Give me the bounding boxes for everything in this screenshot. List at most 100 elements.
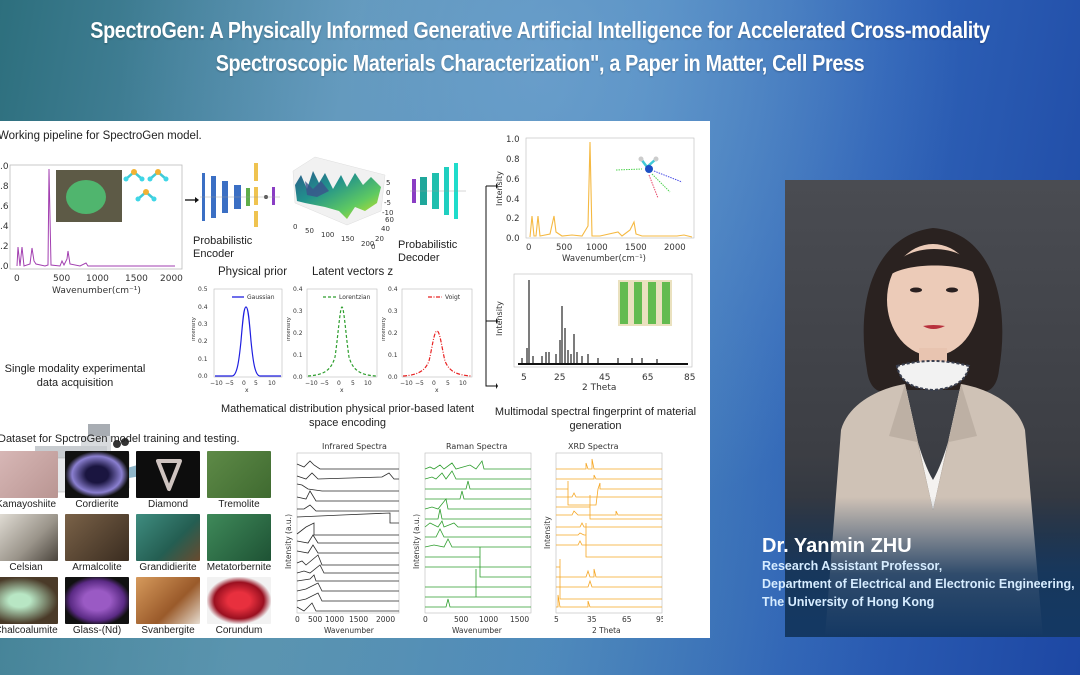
svg-text:x: x (245, 387, 249, 393)
svg-text:10: 10 (459, 380, 467, 387)
svg-text:Intensity (a.u.): Intensity (a.u.) (412, 514, 421, 569)
svg-text:0.2: 0.2 (388, 330, 398, 337)
mineral-image (207, 577, 271, 624)
bio-block: Dr. Yanmin ZHU Research Assistant Profes… (762, 535, 1075, 611)
svg-text:Intensity: Intensity (543, 516, 552, 549)
infrared-spectra-chart: Infrared Spectra 0 500 1000 1500 2000 Wavenu… (284, 442, 400, 635)
mineral-item: Glass-(Nd) (65, 577, 129, 638)
svg-text:x: x (340, 387, 344, 393)
svg-text:.4: .4 (0, 222, 9, 232)
svg-text:Raman Spectra: Raman Spectra (446, 442, 507, 451)
mineral-image (65, 451, 129, 498)
svg-text:1000: 1000 (325, 615, 344, 624)
svg-text:0: 0 (14, 274, 20, 284)
molecule-icons (123, 169, 169, 202)
svg-text:200: 200 (361, 240, 374, 248)
acquisition-caption: Single modality experimental data acquis… (4, 363, 146, 389)
generated-xrd-chart: Intensity 5 25 45 65 85 2 Theta (495, 273, 695, 391)
mineral-image (0, 451, 58, 498)
svg-text:0: 0 (295, 615, 300, 624)
mineral-image (136, 514, 200, 561)
svg-text:0: 0 (293, 223, 297, 231)
svg-text:Intensity (a.u.): Intensity (a.u.) (284, 514, 293, 569)
arrow-right-icon (185, 197, 199, 203)
svg-text:2 Theta: 2 Theta (592, 626, 621, 635)
mineral-item: Celsian (0, 514, 58, 575)
raman-spectra-chart: Raman Spectra 0 500 1000 1500 Wavenumber In… (412, 442, 532, 635)
svg-text:Intensity: Intensity (495, 171, 504, 206)
mineral-item: Grandidierite (136, 514, 200, 575)
svg-text:2000: 2000 (160, 274, 183, 284)
svg-text:0.1: 0.1 (293, 352, 303, 359)
mineral-image (136, 577, 200, 624)
svg-text:500: 500 (53, 274, 70, 284)
svg-text:0.3: 0.3 (388, 308, 398, 315)
physical-prior-label: Physical prior (218, 266, 288, 278)
svg-text:−10: −10 (400, 380, 413, 387)
mineral-item: Diamond (136, 451, 200, 512)
svg-text:Infrared Spectra: Infrared Spectra (322, 442, 387, 451)
svg-text:95: 95 (656, 615, 663, 624)
svg-text:−5: −5 (320, 380, 329, 387)
svg-text:0.4: 0.4 (388, 286, 398, 293)
svg-text:−10: −10 (210, 380, 223, 387)
svg-text:-5: -5 (384, 199, 391, 207)
mineral-image (136, 451, 200, 498)
svg-text:0.0: 0.0 (198, 373, 208, 380)
mineral-item: Kamayoshiite (0, 451, 58, 512)
svg-text:65: 65 (622, 615, 632, 624)
svg-text:2000: 2000 (664, 243, 686, 253)
svg-text:.0: .0 (0, 262, 9, 272)
mineral-image (65, 577, 129, 624)
multimodal-caption: Multimodal spectral fingerprint of mater… (494, 406, 697, 432)
gaussian-chart: 0.50.40.30.20.10.0 −10 −5 0 5 10x Intensity … (192, 286, 283, 393)
flow-connector (485, 183, 498, 389)
portrait-photo (785, 180, 1080, 637)
person-name: Dr. Yanmin ZHU (762, 535, 912, 557)
svg-text:1.0: 1.0 (506, 135, 520, 145)
svg-text:2000: 2000 (376, 615, 395, 624)
mineral-item: Chalcoalumite (0, 577, 58, 638)
svg-text:2 Theta: 2 Theta (582, 383, 616, 391)
svg-text:0.1: 0.1 (198, 356, 208, 363)
mineral-item: Cordierite (65, 451, 129, 512)
svg-text:35: 35 (587, 615, 597, 624)
svg-text:40: 40 (381, 225, 390, 233)
svg-text:150: 150 (341, 235, 354, 243)
svg-text:5: 5 (521, 373, 527, 383)
svg-text:0.6: 0.6 (506, 175, 520, 185)
svg-text:0.4: 0.4 (198, 304, 208, 311)
mineral-item: Tremolite (207, 451, 271, 512)
svg-text:45: 45 (599, 373, 610, 383)
svg-text:1000: 1000 (586, 243, 608, 253)
svg-text:.6: .6 (0, 202, 9, 212)
svg-text:50: 50 (305, 227, 314, 235)
svg-text:Wavenumber: Wavenumber (324, 626, 375, 635)
svg-text:10: 10 (364, 380, 372, 387)
generated-spectrum-chart: 1.0 0.8 0.6 0.4 0.2 0.0 0 500 1000 1500 2000 Wave… (495, 135, 695, 262)
svg-text:0.3: 0.3 (293, 308, 303, 315)
svg-text:Voigt: Voigt (445, 294, 461, 301)
svg-text:.2: .2 (0, 242, 9, 252)
mineral-image (0, 514, 58, 561)
distribution-caption: Mathematical distribution physical prior… (220, 403, 475, 429)
svg-text:.0: .0 (0, 162, 9, 172)
encoder-network-icon (200, 163, 280, 227)
mineral-item: Armalcolite (65, 514, 129, 575)
svg-text:0.0: 0.0 (388, 374, 398, 381)
svg-text:0.0: 0.0 (506, 234, 520, 244)
svg-text:0.8: 0.8 (506, 155, 520, 165)
svg-text:0.5: 0.5 (198, 286, 208, 293)
mineral-grid: Kamayoshiite Cordierite Diamond Tremolit… (0, 451, 271, 638)
svg-text:Lorentzian: Lorentzian (339, 294, 371, 301)
svg-text:−10: −10 (305, 380, 318, 387)
svg-text:5: 5 (446, 380, 450, 387)
svg-text:0.4: 0.4 (293, 286, 303, 293)
svg-text:-10: -10 (382, 209, 393, 217)
latent-vectors-label: Latent vectors z (312, 266, 394, 278)
svg-text:x: x (435, 387, 439, 393)
mineral-image (207, 451, 271, 498)
svg-text:0: 0 (423, 615, 428, 624)
svg-text:0.3: 0.3 (198, 321, 208, 328)
